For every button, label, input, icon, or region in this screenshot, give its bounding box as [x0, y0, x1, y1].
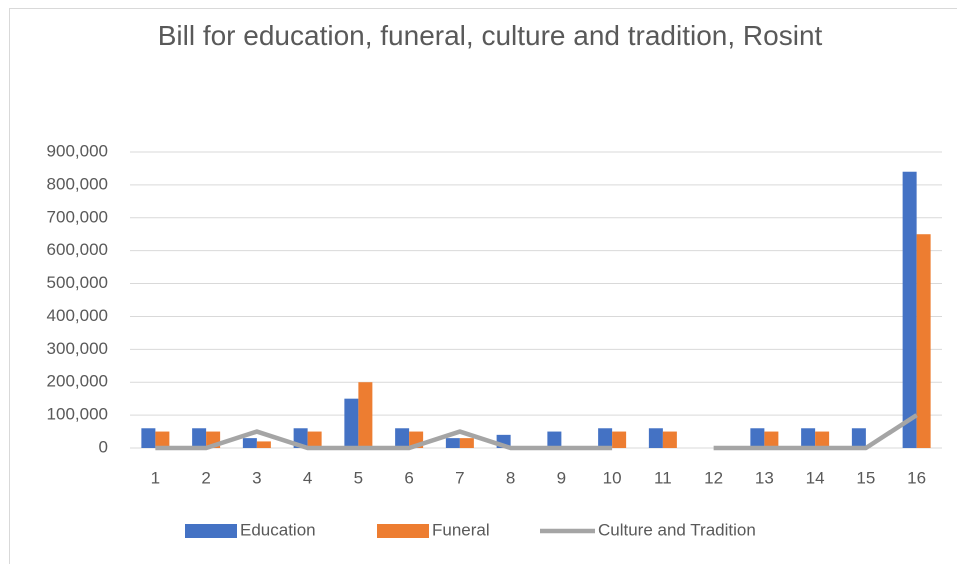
x-tick-label: 5	[354, 468, 363, 487]
bar	[344, 398, 359, 448]
bar	[445, 438, 460, 448]
bar	[801, 428, 816, 448]
y-tick-label: 300,000	[47, 339, 108, 358]
bar	[358, 382, 373, 448]
x-tick-label: 4	[303, 468, 312, 487]
bar	[916, 234, 931, 448]
bar	[242, 438, 257, 448]
bar	[547, 431, 562, 448]
x-tick-label: 13	[755, 468, 774, 487]
x-tick-label: 9	[557, 468, 566, 487]
x-tick-label: 14	[806, 468, 825, 487]
legend-label: Education	[240, 520, 316, 539]
bar	[662, 431, 677, 448]
y-tick-label: 400,000	[47, 306, 108, 325]
bar	[192, 428, 207, 448]
x-tick-label: 1	[151, 468, 160, 487]
legend-label: Culture and Tradition	[598, 520, 756, 539]
y-tick-label: 700,000	[47, 207, 108, 226]
bar	[155, 431, 170, 448]
x-tick-label: 8	[506, 468, 515, 487]
line	[155, 413, 918, 451]
y-tick-label: 800,000	[47, 174, 108, 193]
bar	[256, 441, 271, 448]
bar	[598, 428, 613, 448]
x-tick-label: 6	[404, 468, 413, 487]
bar	[459, 438, 474, 448]
y-tick-label: 100,000	[47, 405, 108, 424]
bar	[902, 171, 917, 448]
x-tick-label: 3	[252, 468, 261, 487]
bar	[851, 428, 866, 448]
y-tick-label: 500,000	[47, 273, 108, 292]
bar	[815, 431, 830, 448]
legend-swatch	[377, 524, 429, 538]
chart-title: Bill for education, funeral, culture and…	[157, 20, 823, 51]
x-tick-label: 16	[907, 468, 926, 487]
x-tick-label: 12	[704, 468, 723, 487]
bar	[141, 428, 156, 448]
x-tick-label: 2	[201, 468, 210, 487]
bar	[764, 431, 779, 448]
x-tick-label: 11	[654, 468, 672, 487]
y-tick-label: 200,000	[47, 372, 108, 391]
x-tick-label: 10	[603, 468, 622, 487]
y-tick-label: 900,000	[47, 141, 108, 160]
x-tick-label: 15	[856, 468, 875, 487]
x-tick-label: 7	[455, 468, 464, 487]
bar	[750, 428, 765, 448]
y-tick-label: 0	[99, 437, 108, 456]
bar	[395, 428, 410, 448]
bar	[648, 428, 663, 448]
chart-frame	[9, 8, 957, 564]
legend-swatch	[185, 524, 237, 538]
y-tick-label: 600,000	[47, 240, 108, 259]
bar	[612, 431, 627, 448]
bar	[307, 431, 322, 448]
legend-label: Funeral	[432, 520, 490, 539]
